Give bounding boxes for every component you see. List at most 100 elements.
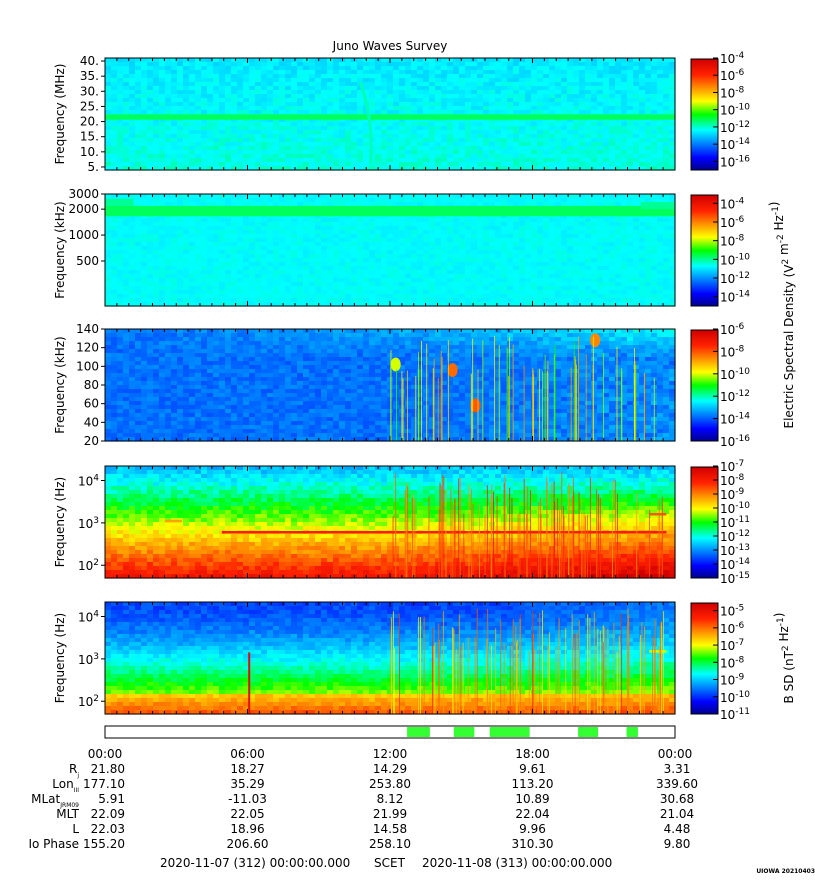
spectrogram-cell [519, 142, 526, 147]
spectrogram-cell [111, 250, 118, 255]
spectrogram-cell [105, 262, 112, 267]
spectrogram-cell [369, 74, 376, 79]
spectrogram-cell [213, 70, 220, 75]
spectrogram-cell [261, 226, 268, 231]
spectrogram-cell [117, 226, 124, 231]
spectrogram-cell [141, 102, 148, 107]
spectrogram-cell [225, 286, 232, 291]
spectrogram-cell [597, 106, 604, 111]
spectrogram-cell [321, 94, 328, 99]
spectrogram-cell [477, 70, 484, 75]
spectrogram-cell [339, 234, 346, 239]
spectrogram-cell [603, 70, 610, 75]
spectrogram-cell [339, 162, 346, 167]
spectrogram-cell [243, 162, 250, 167]
spectrogram-cell [411, 94, 418, 99]
spectrogram-cell [621, 134, 628, 139]
spectrogram-cell [147, 138, 154, 143]
spectrogram-cell [663, 138, 670, 143]
spectrogram-cell [381, 102, 388, 107]
spectrogram-cell [513, 254, 520, 259]
spectrogram-cell [333, 242, 340, 247]
spectrogram-cell [333, 246, 340, 251]
spectrogram-cell [153, 90, 160, 95]
spectrogram-cell [303, 150, 310, 155]
spectrogram-cell [339, 294, 346, 299]
spectrogram-cell [309, 102, 316, 107]
spectrogram-cell [501, 62, 508, 67]
spectrogram-cell [225, 218, 232, 223]
spectrogram-cell [567, 122, 574, 127]
spectrogram-cell [171, 282, 178, 287]
spectrogram-cell [165, 238, 172, 243]
spectrogram-cell [333, 154, 340, 159]
spectrogram-cell [135, 222, 142, 227]
spectrogram-cell [351, 226, 358, 231]
spectrogram-cell [543, 258, 550, 263]
spectrogram-cell [441, 62, 448, 67]
spectrogram-cell [423, 78, 430, 83]
spectrogram-cell [381, 262, 388, 267]
spectrogram-cell [399, 106, 406, 111]
spectrogram-cell [525, 194, 532, 199]
spectrogram-cell [567, 86, 574, 91]
spectrogram-cell [489, 70, 496, 75]
spectrogram-cell [507, 282, 514, 287]
spectrogram-cell [531, 242, 538, 247]
spectrogram-cell [507, 230, 514, 235]
spectrogram-cell [339, 298, 346, 303]
spectrogram-cell [315, 282, 322, 287]
spectrogram-cell [195, 70, 202, 75]
spectrogram-cell [201, 258, 208, 263]
spectrogram-cell [351, 102, 358, 107]
spectrogram-cell [321, 118, 328, 123]
spectrogram-cell [303, 126, 310, 131]
spectrogram-cell [495, 226, 502, 231]
spectrogram-cell [615, 94, 622, 99]
spectrogram-cell [501, 102, 508, 107]
spectrogram-cell [477, 246, 484, 251]
spectrogram-cell [423, 86, 430, 91]
spectrogram-cell [123, 286, 130, 291]
spectrogram-cell [261, 202, 268, 207]
spectrogram-cell [477, 194, 484, 199]
spectrogram-cell [273, 242, 280, 247]
spectrogram-cell [141, 58, 148, 63]
spectrogram-cell [171, 146, 178, 151]
spectrogram-cell [249, 102, 256, 107]
spectrogram-cell [315, 94, 322, 99]
spectrogram-cell [423, 282, 430, 287]
spectrogram-cell [453, 294, 460, 299]
spectrogram-cell [369, 242, 376, 247]
spectrogram-cell [507, 66, 514, 71]
spectrogram-cell [411, 150, 418, 155]
spectrogram-cell [555, 298, 562, 303]
spectrogram-cell [201, 238, 208, 243]
spectrogram-cell [465, 222, 472, 227]
spectrogram-cell [465, 242, 472, 247]
spectrogram-cell [291, 142, 298, 147]
spectrogram-cell [141, 126, 148, 131]
spectrogram-cell [567, 286, 574, 291]
spectrogram-cell [129, 58, 136, 63]
spectrogram-cell [129, 302, 136, 307]
spectrogram-cell [291, 278, 298, 283]
spectrogram-cell [543, 266, 550, 271]
spectrogram-cell [153, 142, 160, 147]
spectrogram-cell [129, 98, 136, 103]
spectrogram-cell [123, 150, 130, 155]
spectrogram-cell [453, 198, 460, 203]
spectrogram-cell [309, 238, 316, 243]
spectrogram-cell [459, 266, 466, 271]
spectrogram-cell [435, 282, 442, 287]
spectrogram-cell [273, 274, 280, 279]
spectrogram-cell [273, 222, 280, 227]
spectrogram-cell [441, 106, 448, 111]
spectrogram-cell [207, 230, 214, 235]
spectrogram-cell [153, 74, 160, 79]
spectrogram-cell [153, 146, 160, 151]
spectrogram-cell [507, 130, 514, 135]
spectrogram-cell [219, 234, 226, 239]
spectrogram-cell [267, 142, 274, 147]
spectrogram-cell [177, 146, 184, 151]
